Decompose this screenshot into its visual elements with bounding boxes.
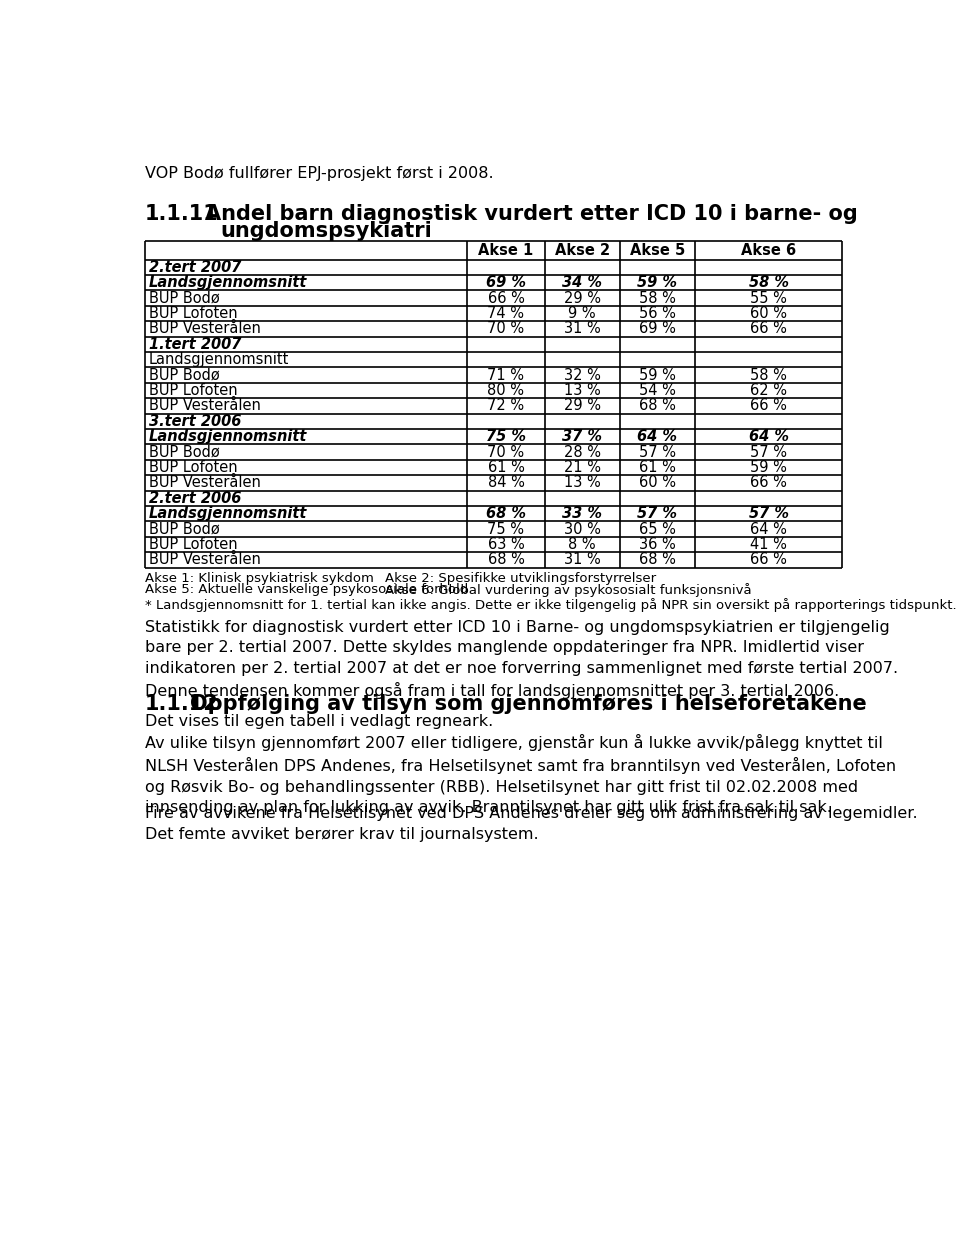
Text: Statistikk for diagnostisk vurdert etter ICD 10 i Barne- og ungdomspsykiatrien e: Statistikk for diagnostisk vurdert etter… <box>145 620 898 699</box>
Text: 1.1.11: 1.1.11 <box>145 205 219 224</box>
Text: 70 %: 70 % <box>488 445 524 460</box>
Text: BUP Lofoten: BUP Lofoten <box>149 306 237 321</box>
Text: 32 %: 32 % <box>564 368 601 383</box>
Text: Oppfølging av tilsyn som gjennomføres i helseforetakene: Oppfølging av tilsyn som gjennomføres i … <box>190 694 867 714</box>
Text: Akse 6: Global vurdering av psykososialt funksjonsnivå: Akse 6: Global vurdering av psykososialt… <box>385 583 752 596</box>
Text: 66 %: 66 % <box>488 290 524 306</box>
Text: 57 %: 57 % <box>639 445 676 460</box>
Text: 58 %: 58 % <box>750 368 787 383</box>
Text: 71 %: 71 % <box>488 368 524 383</box>
Text: BUP Lofoten: BUP Lofoten <box>149 537 237 552</box>
Text: Landsgjennomsnitt: Landsgjennomsnitt <box>149 506 307 521</box>
Text: 13 %: 13 % <box>564 383 601 398</box>
Text: 64 %: 64 % <box>749 429 789 444</box>
Text: 66 %: 66 % <box>750 398 787 413</box>
Text: Andel barn diagnostisk vurdert etter ICD 10 i barne- og: Andel barn diagnostisk vurdert etter ICD… <box>205 205 858 224</box>
Text: 64 %: 64 % <box>637 429 678 444</box>
Text: 30 %: 30 % <box>564 522 601 537</box>
Text: ungdomspsykiatri: ungdomspsykiatri <box>221 221 433 241</box>
Text: 66 %: 66 % <box>750 475 787 491</box>
Text: VOP Bodø fullfører EPJ-prosjekt først i 2008.: VOP Bodø fullfører EPJ-prosjekt først i … <box>145 166 493 181</box>
Text: 57 %: 57 % <box>637 506 678 521</box>
Text: BUP Lofoten: BUP Lofoten <box>149 460 237 475</box>
Text: 68 %: 68 % <box>639 398 676 413</box>
Text: 33 %: 33 % <box>563 506 602 521</box>
Text: 55 %: 55 % <box>750 290 787 306</box>
Text: BUP Vesterålen: BUP Vesterålen <box>149 475 260 491</box>
Text: Det vises til egen tabell i vedlagt regneark.: Det vises til egen tabell i vedlagt regn… <box>145 714 493 729</box>
Text: BUP Bodø: BUP Bodø <box>149 368 220 383</box>
Text: 60 %: 60 % <box>639 475 676 491</box>
Text: 75 %: 75 % <box>488 522 524 537</box>
Text: 74 %: 74 % <box>488 306 524 321</box>
Text: 66 %: 66 % <box>750 553 787 568</box>
Text: 1.tert 2007: 1.tert 2007 <box>149 337 241 352</box>
Text: BUP Bodø: BUP Bodø <box>149 445 220 460</box>
Text: 13 %: 13 % <box>564 475 601 491</box>
Text: 36 %: 36 % <box>639 537 676 552</box>
Text: BUP Vesterålen: BUP Vesterålen <box>149 398 260 413</box>
Text: BUP Vesterålen: BUP Vesterålen <box>149 321 260 336</box>
Text: 59 %: 59 % <box>750 460 787 475</box>
Text: 64 %: 64 % <box>750 522 787 537</box>
Text: 58 %: 58 % <box>639 290 676 306</box>
Text: 59 %: 59 % <box>639 368 676 383</box>
Text: 41 %: 41 % <box>750 537 787 552</box>
Text: 58 %: 58 % <box>749 275 789 290</box>
Text: 68 %: 68 % <box>639 553 676 568</box>
Text: 1.1.12: 1.1.12 <box>145 694 219 714</box>
Text: Akse 5: Akse 5 <box>630 243 685 258</box>
Text: 68 %: 68 % <box>486 506 526 521</box>
Text: * Landsgjennomsnitt for 1. tertial kan ikke angis. Dette er ikke tilgengelig på : * Landsgjennomsnitt for 1. tertial kan i… <box>145 599 956 613</box>
Text: 3.tert 2006: 3.tert 2006 <box>149 414 241 429</box>
Text: 60 %: 60 % <box>750 306 787 321</box>
Text: 70 %: 70 % <box>488 321 524 336</box>
Text: 65 %: 65 % <box>639 522 676 537</box>
Text: 8 %: 8 % <box>568 537 596 552</box>
Text: 57 %: 57 % <box>749 506 789 521</box>
Text: 61 %: 61 % <box>488 460 524 475</box>
Text: 2.tert 2007: 2.tert 2007 <box>149 260 241 275</box>
Text: 56 %: 56 % <box>639 306 676 321</box>
Text: 61 %: 61 % <box>639 460 676 475</box>
Text: 84 %: 84 % <box>488 475 524 491</box>
Text: 63 %: 63 % <box>488 537 524 552</box>
Text: 2.tert 2006: 2.tert 2006 <box>149 491 241 506</box>
Text: 31 %: 31 % <box>564 321 601 336</box>
Text: 31 %: 31 % <box>564 553 601 568</box>
Text: BUP Bodø: BUP Bodø <box>149 290 220 306</box>
Text: 68 %: 68 % <box>488 553 524 568</box>
Text: 69 %: 69 % <box>639 321 676 336</box>
Text: Akse 2: Spesifikke utviklingsforstyrrelser: Akse 2: Spesifikke utviklingsforstyrrels… <box>385 573 657 585</box>
Text: Akse 1: Klinisk psykiatrisk sykdom: Akse 1: Klinisk psykiatrisk sykdom <box>145 573 373 585</box>
Text: Akse 2: Akse 2 <box>555 243 610 258</box>
Text: 28 %: 28 % <box>564 445 601 460</box>
Text: Akse 5: Aktuelle vanskelige psykososiale forhold: Akse 5: Aktuelle vanskelige psykososiale… <box>145 583 468 596</box>
Text: 62 %: 62 % <box>750 383 787 398</box>
Text: BUP Lofoten: BUP Lofoten <box>149 383 237 398</box>
Text: 37 %: 37 % <box>563 429 602 444</box>
Text: 9 %: 9 % <box>568 306 596 321</box>
Text: 57 %: 57 % <box>750 445 787 460</box>
Text: Landsgjennomsnitt: Landsgjennomsnitt <box>149 275 307 290</box>
Text: 80 %: 80 % <box>488 383 524 398</box>
Text: 59 %: 59 % <box>637 275 678 290</box>
Text: Landsgjennomsnitt: Landsgjennomsnitt <box>149 352 289 367</box>
Text: Akse 1: Akse 1 <box>478 243 534 258</box>
Text: 29 %: 29 % <box>564 398 601 413</box>
Text: 75 %: 75 % <box>486 429 526 444</box>
Text: 34 %: 34 % <box>563 275 602 290</box>
Text: 66 %: 66 % <box>750 321 787 336</box>
Text: Akse 6: Akse 6 <box>741 243 796 258</box>
Text: 69 %: 69 % <box>486 275 526 290</box>
Text: 29 %: 29 % <box>564 290 601 306</box>
Text: Av ulike tilsyn gjennomført 2007 eller tidligere, gjenstår kun å lukke avvik/pål: Av ulike tilsyn gjennomført 2007 eller t… <box>145 734 896 815</box>
Text: Fire av avvikene fra Helsetilsynet ved DPS Andenes dreier seg om administrering : Fire av avvikene fra Helsetilsynet ved D… <box>145 806 918 842</box>
Text: BUP Vesterålen: BUP Vesterålen <box>149 553 260 568</box>
Text: 54 %: 54 % <box>639 383 676 398</box>
Text: BUP Bodø: BUP Bodø <box>149 522 220 537</box>
Text: Landsgjennomsnitt: Landsgjennomsnitt <box>149 429 307 444</box>
Text: 72 %: 72 % <box>488 398 524 413</box>
Text: 21 %: 21 % <box>564 460 601 475</box>
